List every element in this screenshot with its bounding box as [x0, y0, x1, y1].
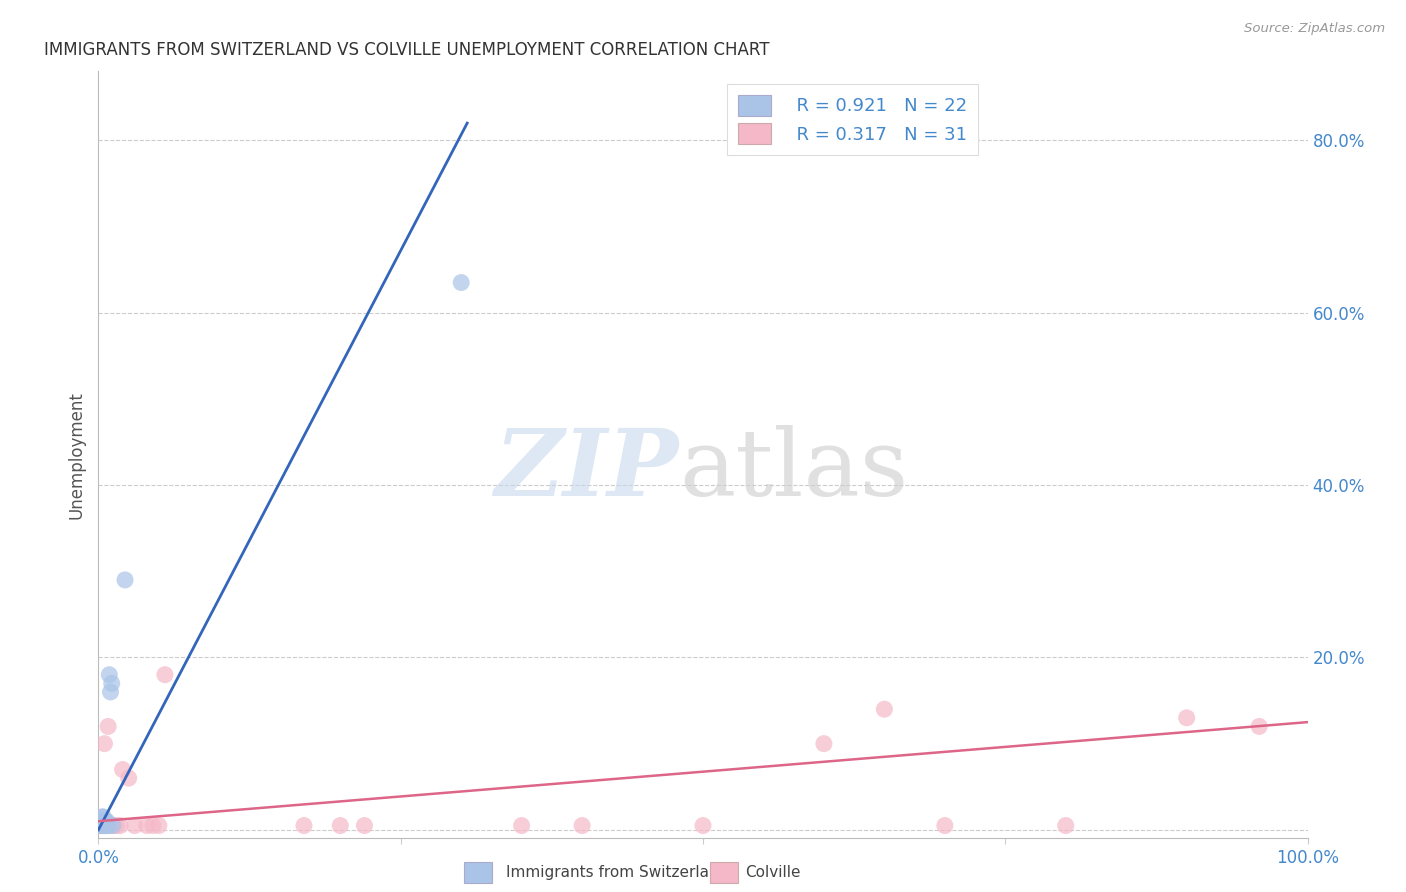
- Text: IMMIGRANTS FROM SWITZERLAND VS COLVILLE UNEMPLOYMENT CORRELATION CHART: IMMIGRANTS FROM SWITZERLAND VS COLVILLE …: [44, 41, 769, 59]
- Text: Immigrants from Switzerland: Immigrants from Switzerland: [506, 865, 728, 880]
- Point: [91, 819, 114, 833]
- Point: [93, 737, 115, 751]
- Point: [91, 819, 114, 833]
- Point: [100, 685, 122, 699]
- Text: atlas: atlas: [679, 425, 908, 516]
- Text: Colville: Colville: [745, 865, 800, 880]
- Point: [90, 819, 112, 833]
- Point: [97, 719, 120, 733]
- Point: [114, 573, 136, 587]
- Point: [934, 819, 956, 833]
- Point: [124, 819, 146, 833]
- Point: [353, 819, 375, 833]
- Point: [91, 810, 114, 824]
- Point: [90, 819, 112, 833]
- Point: [571, 819, 593, 833]
- Point: [1175, 711, 1198, 725]
- Point: [100, 676, 122, 690]
- Legend:   R = 0.921   N = 22,   R = 0.317   N = 31: R = 0.921 N = 22, R = 0.317 N = 31: [727, 84, 979, 155]
- Point: [94, 814, 117, 829]
- Point: [1249, 719, 1271, 733]
- Point: [111, 763, 134, 777]
- Point: [692, 819, 714, 833]
- Point: [96, 819, 118, 833]
- Point: [98, 667, 121, 681]
- Point: [91, 810, 114, 824]
- Point: [873, 702, 896, 716]
- Point: [93, 819, 115, 833]
- Point: [93, 814, 115, 829]
- Point: [108, 819, 131, 833]
- Point: [292, 819, 315, 833]
- Point: [94, 819, 117, 833]
- Point: [135, 819, 157, 833]
- Point: [97, 819, 120, 833]
- Text: Source: ZipAtlas.com: Source: ZipAtlas.com: [1244, 22, 1385, 36]
- Point: [89, 819, 111, 833]
- Point: [89, 819, 111, 833]
- Point: [450, 276, 472, 290]
- Point: [90, 814, 112, 829]
- Point: [142, 819, 165, 833]
- Point: [94, 819, 117, 833]
- Point: [91, 819, 114, 833]
- Point: [813, 737, 835, 751]
- Point: [101, 819, 124, 833]
- Point: [93, 819, 115, 833]
- Point: [96, 814, 118, 829]
- Y-axis label: Unemployment: Unemployment: [67, 391, 86, 519]
- Text: ZIP: ZIP: [495, 425, 679, 516]
- Point: [96, 819, 118, 833]
- Point: [510, 819, 533, 833]
- Point: [101, 819, 124, 833]
- Point: [148, 819, 170, 833]
- Point: [153, 667, 176, 681]
- Point: [1054, 819, 1077, 833]
- Point: [118, 771, 141, 785]
- Point: [100, 819, 122, 833]
- Point: [91, 819, 114, 833]
- Point: [329, 819, 352, 833]
- Point: [105, 819, 128, 833]
- Point: [91, 814, 114, 829]
